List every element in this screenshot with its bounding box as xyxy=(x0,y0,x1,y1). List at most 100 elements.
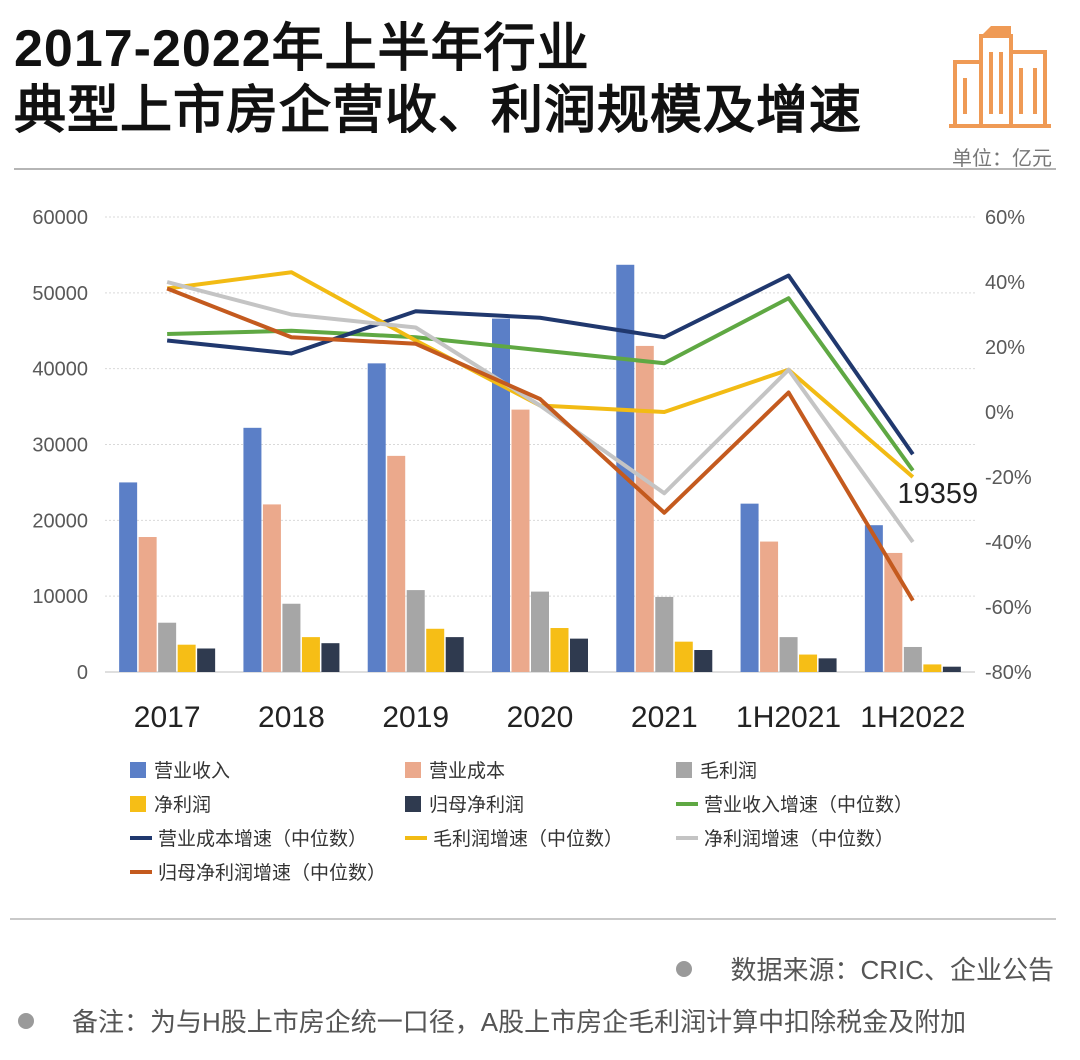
bullet-icon xyxy=(676,961,693,978)
legend-item: 毛利润 xyxy=(676,756,757,783)
bar xyxy=(903,646,922,672)
x-tick-label: 1H2022 xyxy=(860,701,965,734)
legend-swatch xyxy=(676,761,692,778)
bar xyxy=(799,654,818,672)
x-tick-label: 2019 xyxy=(382,701,449,734)
legend-label: 营业成本增速（中位数） xyxy=(158,829,368,850)
y-left-tick-label: 60000 xyxy=(32,207,88,229)
legend-swatch xyxy=(405,795,421,812)
legend-item: 归母净利润 xyxy=(405,790,524,817)
legend-label: 净利润增速（中位数） xyxy=(704,829,895,850)
y-left-tick-label: 20000 xyxy=(32,510,88,532)
y-left-tick-label: 50000 xyxy=(32,283,88,305)
legend-swatch xyxy=(676,835,698,840)
legend-item: 毛利润增速（中位数） xyxy=(405,824,623,851)
legend-label: 归母净利润 xyxy=(429,795,525,816)
bar xyxy=(367,363,386,672)
x-tick-label: 1H2021 xyxy=(736,701,841,734)
legend-swatch xyxy=(130,835,152,840)
bar xyxy=(884,552,903,672)
note-line: 备注：为与H股上市房企统一口径，A股上市房企毛利润计算中扣除税金及附加 xyxy=(18,1002,966,1039)
bar xyxy=(779,637,798,672)
bar xyxy=(818,658,837,672)
y-left-tick-label: 0 xyxy=(77,662,88,684)
y-right-tick-label: 40% xyxy=(985,272,1025,294)
legend-swatch xyxy=(130,795,146,812)
bar xyxy=(655,596,674,672)
footer-divider xyxy=(10,918,1056,920)
legend-label: 营业成本 xyxy=(429,761,506,782)
bar xyxy=(426,628,445,672)
data-label: 19359 xyxy=(898,478,979,510)
title-line-1: 2017-2022年上半年行业 xyxy=(14,20,590,78)
bar xyxy=(321,643,340,672)
legend-swatch xyxy=(130,869,152,874)
series-line xyxy=(166,273,915,456)
bar xyxy=(760,541,779,672)
bar xyxy=(282,603,301,672)
x-tick-label: 2020 xyxy=(507,701,574,734)
bar xyxy=(492,318,510,672)
bar xyxy=(243,427,262,672)
series-line xyxy=(166,286,915,602)
title-line-2: 典型上市房企营收、利润规模及增速 xyxy=(14,82,863,140)
legend-label: 毛利润 xyxy=(700,761,758,782)
y-right-tick-label: 20% xyxy=(985,337,1025,359)
chart-area: 0 10000 20000 30000 40000 50000 60000 -80% -60% -… xyxy=(32,207,1032,734)
bar xyxy=(511,409,530,672)
series-line xyxy=(166,280,915,544)
legend-label: 营业收入增速（中位数） xyxy=(704,795,914,816)
bar xyxy=(177,644,196,672)
bar xyxy=(387,455,406,672)
source-line: 数据来源：CRIC、企业公告 xyxy=(676,950,1054,987)
y-right-tick-label: -60% xyxy=(985,597,1032,619)
bar xyxy=(674,641,693,672)
unit-label: 单位：亿元 xyxy=(952,148,1052,170)
y-left-tick-label: 10000 xyxy=(32,586,88,608)
bar xyxy=(864,525,883,672)
y-right-tick-label: -40% xyxy=(985,532,1032,554)
y-left-tick-label: 30000 xyxy=(32,435,88,457)
legend-item: 净利润增速（中位数） xyxy=(676,824,894,851)
bar xyxy=(942,666,961,672)
legend-item: 营业收入 xyxy=(130,756,230,783)
legend-label: 毛利润增速（中位数） xyxy=(433,829,624,850)
legend-item: 净利润 xyxy=(130,790,211,817)
legend-item: 营业收入增速（中位数） xyxy=(676,790,913,817)
y-left-tick-label: 40000 xyxy=(32,359,88,381)
legend-item: 归母净利润增速（中位数） xyxy=(130,858,386,885)
series-line xyxy=(167,296,915,472)
legend-label: 营业收入 xyxy=(154,761,231,782)
legend-item: 营业成本增速（中位数） xyxy=(130,824,367,851)
bar xyxy=(445,637,464,672)
bar xyxy=(406,590,425,672)
bar xyxy=(531,591,549,672)
bar xyxy=(197,648,216,672)
legend-swatch xyxy=(405,835,427,840)
legend-swatch xyxy=(130,761,146,778)
bar xyxy=(138,537,157,672)
bar xyxy=(694,650,713,672)
bar xyxy=(262,504,281,672)
y-right-tick-label: -20% xyxy=(985,467,1032,489)
bullet-icon xyxy=(18,1013,34,1030)
legend-item: 营业成本 xyxy=(405,756,505,783)
legend-label: 归母净利润增速（中位数） xyxy=(158,863,387,884)
x-tick-label: 2021 xyxy=(631,701,698,734)
bar xyxy=(635,345,654,672)
bar xyxy=(301,637,320,672)
bar xyxy=(158,622,177,672)
legend-swatch xyxy=(405,761,421,778)
y-right-tick-label: 0% xyxy=(985,402,1014,424)
bar xyxy=(616,264,635,672)
y-right-tick-label: -80% xyxy=(985,662,1032,684)
bar xyxy=(570,638,588,672)
y-right-tick-label: 60% xyxy=(985,207,1025,229)
legend-swatch xyxy=(676,801,698,806)
top-divider xyxy=(14,168,1056,170)
bar xyxy=(119,482,138,672)
note-text: 备注：为与H股上市房企统一口径，A股上市房企毛利润计算中扣除税金及附加 xyxy=(72,1007,967,1037)
buildings-icon xyxy=(949,26,1051,128)
series-line xyxy=(166,270,915,479)
bar xyxy=(550,628,569,672)
